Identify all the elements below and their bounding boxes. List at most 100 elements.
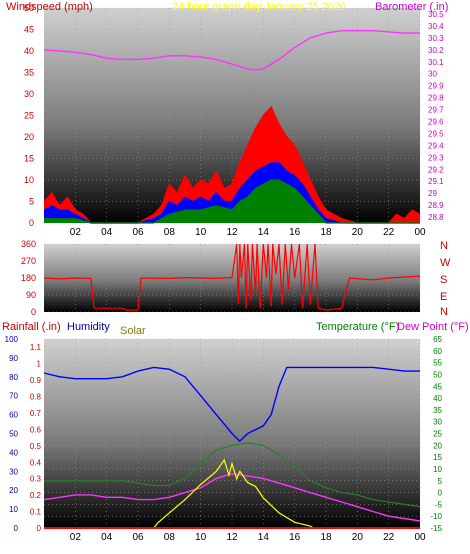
y-tick-label-humidity: 70 bbox=[9, 392, 18, 401]
y-tick-label-barometer: 28.9 bbox=[428, 201, 444, 210]
y-tick-label-barometer: 29 bbox=[428, 189, 437, 198]
x-tick-label: 22 bbox=[383, 227, 395, 238]
x-tick-label: 04 bbox=[101, 227, 113, 238]
y-tick-label-barometer: 30.4 bbox=[428, 22, 444, 31]
y-tick-label-humidity: 80 bbox=[9, 373, 18, 382]
y-tick-label-wind: 35 bbox=[24, 68, 34, 78]
y-tick-label-direction: 360 bbox=[21, 239, 36, 249]
y-tick-label-humidity: 0 bbox=[14, 524, 19, 533]
y-tick-label-temperature: 15 bbox=[433, 453, 442, 462]
y-tick-label-temperature: 50 bbox=[433, 370, 442, 379]
x-tick-label: 06 bbox=[132, 532, 144, 543]
y-tick-label-wind: 5 bbox=[29, 197, 34, 207]
x-tick-label: 10 bbox=[195, 227, 207, 238]
y-tick-label-temperature: 5 bbox=[438, 477, 443, 486]
x-tick-label: 02 bbox=[70, 227, 82, 238]
y-tick-label-barometer: 30.1 bbox=[428, 58, 444, 67]
y-tick-label-rainfall: 0 bbox=[37, 524, 42, 533]
y-tick-label-temperature: 10 bbox=[433, 465, 442, 474]
temperature-axis-title: Temperature (°F) bbox=[316, 321, 399, 333]
direction-letter-n-top: N bbox=[440, 240, 448, 252]
x-tick-label: 22 bbox=[383, 532, 395, 543]
direction-letter-w: W bbox=[440, 257, 451, 269]
y-tick-label-wind: 15 bbox=[24, 154, 34, 164]
y-tick-label-wind: 10 bbox=[24, 175, 34, 185]
y-tick-label-rainfall: 0.7 bbox=[30, 409, 42, 418]
x-tick-label: 20 bbox=[352, 227, 364, 238]
y-tick-label-wind: 40 bbox=[24, 46, 34, 56]
y-tick-label-temperature: 0 bbox=[438, 489, 443, 498]
y-tick-label-rainfall: 1 bbox=[37, 360, 42, 369]
y-tick-label-temperature: 65 bbox=[433, 335, 442, 344]
y-tick-label-barometer: 28.8 bbox=[428, 213, 444, 222]
x-tick-label: 14 bbox=[258, 532, 270, 543]
series-barometer bbox=[43, 30, 420, 71]
x-tick-label: 18 bbox=[320, 532, 332, 543]
y-tick-label-wind: 45 bbox=[24, 25, 34, 35]
direction-letter-e: E bbox=[440, 291, 447, 303]
y-tick-label-direction: 270 bbox=[21, 256, 36, 266]
y-tick-label-barometer: 29.3 bbox=[428, 153, 444, 162]
x-tick-label: 18 bbox=[320, 227, 332, 238]
y-tick-label-barometer: 29.2 bbox=[428, 165, 444, 174]
windspeed-axis-title: Windspeed (mph) bbox=[6, 1, 93, 13]
y-tick-label-temperature: 25 bbox=[433, 430, 442, 439]
y-tick-label-humidity: 20 bbox=[9, 486, 18, 495]
y-tick-label-rainfall: 0.9 bbox=[30, 376, 42, 385]
series-wind-gust-fill bbox=[44, 106, 420, 223]
series-temperature bbox=[44, 442, 421, 508]
solar-axis-title: Solar bbox=[120, 325, 146, 337]
y-tick-label-temperature: -5 bbox=[435, 500, 443, 509]
y-tick-label-temperature: -10 bbox=[430, 512, 442, 521]
direction-letter-n-bottom: N bbox=[440, 306, 448, 318]
rainfall-axis-title: Rainfall (.in) bbox=[2, 321, 61, 333]
x-tick-label: 14 bbox=[258, 227, 270, 238]
y-tick-label-temperature: 40 bbox=[433, 394, 442, 403]
x-tick-label: 12 bbox=[226, 532, 238, 543]
y-tick-label-barometer: 29.1 bbox=[428, 177, 444, 186]
y-tick-label-rainfall: 0.1 bbox=[30, 508, 42, 517]
series-wind-low bbox=[44, 179, 420, 224]
y-tick-label-direction: 180 bbox=[21, 273, 36, 283]
y-tick-label-rainfall: 0.8 bbox=[30, 393, 42, 402]
y-tick-label-temperature: 55 bbox=[433, 359, 442, 368]
y-tick-label-direction: 90 bbox=[26, 290, 36, 300]
series-solar bbox=[44, 458, 420, 529]
direction-letter-s: S bbox=[440, 274, 447, 286]
y-tick-label-temperature: 30 bbox=[433, 418, 442, 427]
y-tick-label-temperature: 35 bbox=[433, 406, 442, 415]
y-tick-label-humidity: 30 bbox=[9, 467, 18, 476]
y-tick-label-barometer: 29.9 bbox=[428, 82, 444, 91]
y-tick-label-barometer: 29.8 bbox=[428, 94, 444, 103]
humidity-axis-title: Humidity bbox=[67, 321, 110, 333]
y-tick-label-wind: 20 bbox=[24, 132, 34, 142]
x-tick-label: 08 bbox=[164, 532, 176, 543]
y-tick-label-humidity: 40 bbox=[9, 448, 18, 457]
x-tick-label: 06 bbox=[132, 227, 144, 238]
x-tick-label: 00 bbox=[414, 532, 426, 543]
y-tick-label-humidity: 50 bbox=[9, 430, 18, 439]
y-tick-label-temperature: 20 bbox=[433, 441, 442, 450]
x-tick-label: 20 bbox=[352, 532, 364, 543]
x-tick-label: 08 bbox=[164, 227, 176, 238]
y-tick-label-barometer: 29.6 bbox=[428, 117, 444, 126]
y-tick-label-barometer: 29.4 bbox=[428, 141, 444, 150]
x-tick-label: 04 bbox=[101, 532, 113, 543]
y-tick-label-humidity: 10 bbox=[9, 505, 18, 514]
y-tick-label-humidity: 90 bbox=[9, 354, 18, 363]
y-tick-label-temperature: 45 bbox=[433, 382, 442, 391]
y-tick-label-temperature: -15 bbox=[430, 524, 442, 533]
y-tick-label-rainfall: 0.4 bbox=[30, 458, 42, 467]
y-tick-label-rainfall: 0.3 bbox=[30, 475, 42, 484]
y-tick-label-wind: 25 bbox=[24, 111, 34, 121]
y-tick-label-wind: 30 bbox=[24, 89, 34, 99]
x-tick-label: 10 bbox=[195, 532, 207, 543]
y-tick-label-humidity: 60 bbox=[9, 411, 18, 420]
barometer-axis-title: Barometer (.in) bbox=[375, 1, 448, 13]
x-tick-label: 02 bbox=[70, 532, 82, 543]
series-dew-point bbox=[43, 472, 421, 522]
x-tick-label: 16 bbox=[289, 532, 301, 543]
x-tick-label: 16 bbox=[289, 227, 301, 238]
